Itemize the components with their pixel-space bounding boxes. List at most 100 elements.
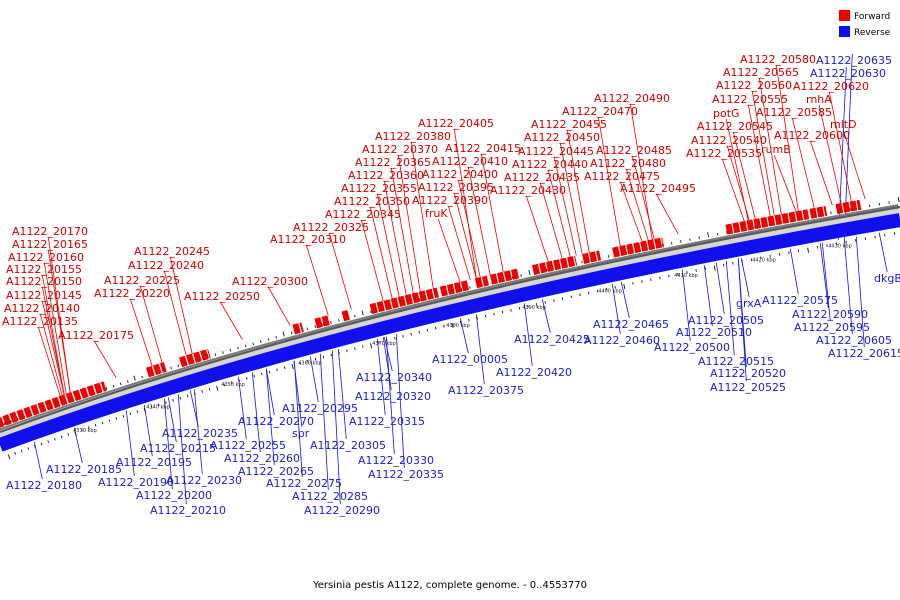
reverse-gene-label: A1122_20510 [676,326,752,339]
reverse-tick [67,433,70,436]
forward-tick [322,323,324,326]
reverse-gene-label: A1122_00005 [432,353,508,366]
reverse-gene-label: A1122_20460 [584,334,660,347]
reverse-tick [223,383,226,387]
forward-leader-line [791,117,815,209]
forward-leader-line [169,256,193,355]
reverse-tick [330,353,332,357]
forward-feature [560,257,569,269]
forward-leader-line [390,167,414,294]
forward-feature [842,201,851,213]
reverse-leader-line [337,348,347,440]
reverse-tick [394,337,396,340]
forward-leader-line [41,300,65,396]
reverse-leader-line [265,368,275,466]
forward-gene-label: mltD [830,118,857,131]
reverse-tick [253,374,256,378]
reverse-gene-label: A1122_20605 [816,334,892,347]
reverse-tick [378,341,380,344]
forward-feature [200,349,209,361]
reverse-tick [136,410,139,413]
reverse-tick [201,390,203,393]
reverse-tick [34,444,36,448]
forward-feature [86,384,96,397]
reverse-tick [338,351,340,355]
reverse-tick [150,405,153,409]
reverse-leader-line [167,397,177,443]
reverse-leader-line [821,242,831,322]
forward-gene-label: rnhA [806,93,832,106]
forward-tick [141,375,143,379]
forward-gene-label: A1122_20250 [184,290,260,303]
forward-gene-label: A1122_20370 [362,143,438,156]
forward-leader-line [655,193,679,235]
reverse-tick [14,452,17,455]
forward-leader-line [619,181,643,242]
forward-tick [119,382,122,386]
reverse-gene-label: A1122_20265 [238,465,314,478]
forward-leader-line [758,77,782,215]
reverse-leader-line [376,338,386,416]
legend-reverse-label: Reverse [854,28,891,38]
forward-feature [460,280,469,292]
forward-feature [299,322,304,333]
forward-feature [816,206,825,218]
forward-leader-line [37,326,61,397]
forward-feature [835,203,844,214]
reverse-gene-label: A1122_20425 [514,333,590,346]
reverse-gene-label: A1122_20260 [224,452,300,465]
forward-tick [275,335,277,339]
reverse-tick [553,299,555,302]
forward-feature [574,255,578,266]
forward-feature [65,392,75,404]
forward-leader-line [721,158,745,222]
forward-feature [425,288,434,300]
forward-feature [661,237,665,248]
reverse-leader-line [620,282,630,319]
legend-forward-swatch [839,10,850,21]
forward-feature [503,270,513,282]
legend-forward-label: Forward [854,12,890,22]
forward-feature [596,250,602,261]
forward-feature [788,211,797,223]
reverse-tick [186,394,189,398]
kbp-tick-label: 4330 kbp [73,428,97,434]
forward-gene-label: A1122_20310 [270,233,346,246]
reverse-tick [623,284,626,290]
reverse-tick [410,332,412,336]
reverse-tick [659,276,661,280]
forward-gene-label: A1122_20485 [596,144,672,157]
reverse-tick [535,303,538,309]
reverse-tick [94,423,97,427]
forward-gene-label: A1122_20140 [4,302,80,315]
forward-tick [267,338,270,341]
reverse-tick [40,442,43,446]
reverse-tick [501,310,504,314]
forward-leader-line [43,262,67,395]
forward-feature [432,287,439,299]
reverse-gene-label: A1122_20615 [828,347,900,360]
forward-gene-label: A1122_20400 [422,168,498,181]
forward-gene-label: A1122_20585 [756,106,832,119]
forward-feature [207,348,211,359]
reverse-tick [60,435,63,439]
reverse-tick [614,285,616,289]
forward-tick [105,387,108,390]
reverse-tick [807,247,810,253]
reverse-leader-line [737,258,747,382]
reverse-tick [172,399,174,402]
forward-feature [369,302,378,314]
forward-leader-line [775,64,799,212]
reverse-leader-line [125,410,135,477]
forward-feature [321,315,330,327]
reverse-leader-line [878,232,888,273]
forward-gene-label: A1122_20135 [2,315,78,328]
reverse-gene-label: A1122_20595 [794,321,870,334]
reverse-tick [74,430,77,436]
forward-gene-label: A1122_20165 [12,238,88,251]
forward-tick [306,327,309,331]
forward-leader-line [597,116,621,247]
legend-reverse-swatch [839,26,850,37]
forward-gene-label: A1122_20535 [686,147,762,160]
